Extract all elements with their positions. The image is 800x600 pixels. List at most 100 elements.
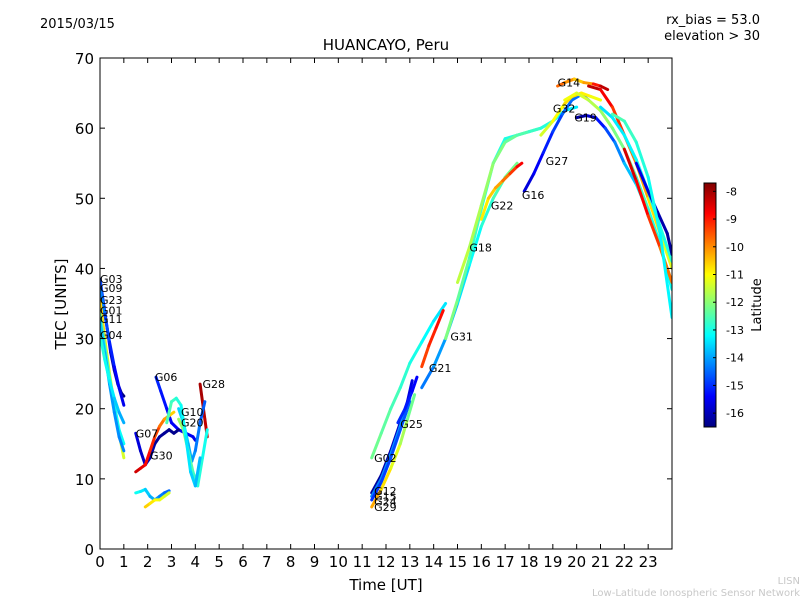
sat-label-g09: G09 (100, 282, 123, 295)
series-segment (112, 410, 121, 439)
series-g21 (420, 309, 445, 369)
series-segment (634, 161, 650, 193)
series-segment (622, 147, 638, 183)
x-tick-label: 14 (424, 553, 443, 571)
colorbar-tick-label: -13 (726, 324, 744, 337)
series-segment (159, 389, 169, 411)
y-tick-label: 30 (75, 331, 94, 349)
series-segment (370, 431, 383, 460)
series-segment (148, 435, 157, 453)
x-tick-label: 0 (95, 553, 105, 571)
series-segment (420, 344, 431, 369)
x-tick-label: 4 (191, 553, 201, 571)
series-segment (196, 456, 204, 488)
sat-label-g27: G27 (546, 155, 569, 168)
series-segment (479, 196, 490, 221)
series-segment (112, 396, 121, 414)
series-segment (658, 231, 672, 320)
series-segment (539, 119, 555, 137)
series-segment (389, 442, 402, 470)
series-g20b (165, 396, 202, 488)
x-tick-label: 21 (591, 553, 610, 571)
series-segment (610, 126, 626, 151)
colorbar-tick-label: -16 (726, 407, 744, 420)
colorbar-gradient (703, 182, 717, 428)
sat-label-g32: G32 (553, 103, 576, 116)
sat-label-g23: G23 (100, 294, 123, 307)
sat-label-g20: G20 (181, 417, 204, 430)
series-segment (184, 435, 193, 474)
series-g25 (396, 375, 419, 425)
series-g04 (100, 333, 126, 425)
x-axis-label: Time [UT] (348, 576, 422, 594)
sat-label-g03: G03 (100, 273, 123, 286)
series-segment (479, 196, 495, 228)
series-segment (370, 473, 383, 495)
series-segment (634, 140, 650, 179)
series-segment (622, 161, 638, 186)
series-segment (193, 456, 202, 488)
series-segment (599, 105, 614, 120)
sat-label-g06: G06 (155, 371, 178, 384)
sat-label-g12: G12 (374, 485, 397, 498)
series-segment (656, 210, 669, 235)
series-segment (100, 333, 107, 362)
sat-label-g21: G21 (429, 362, 452, 375)
watermark-lisn: LISN (777, 576, 800, 587)
y-tick-label: 50 (75, 190, 94, 208)
x-tick-label: 8 (286, 553, 296, 571)
series-segment (658, 224, 672, 263)
sat-label-g02: G02 (374, 452, 397, 465)
sat-label-g28: G28 (202, 378, 225, 391)
series-segment (179, 403, 188, 439)
series-segment (100, 286, 107, 316)
y-tick-label: 10 (75, 471, 94, 489)
series-segment (572, 77, 586, 85)
series-segment (153, 424, 162, 439)
series-segment (389, 428, 402, 460)
series-segment (117, 428, 126, 446)
sat-label-g24: G24 (374, 495, 397, 508)
series-segment (515, 130, 531, 137)
series-g24 (370, 400, 412, 502)
series-segment (427, 326, 438, 348)
series-segment (646, 214, 662, 249)
series-segment (117, 386, 126, 407)
series-c6 (610, 112, 672, 320)
series-segment (134, 431, 143, 453)
series-segment (560, 98, 574, 116)
series-segment (603, 126, 617, 144)
series-segment (665, 231, 672, 256)
sat-label-g30: G30 (150, 450, 173, 463)
sat-label-g04: G04 (100, 329, 123, 342)
colorbar-tick-label: -8 (726, 185, 737, 198)
x-tick-label: 5 (214, 553, 224, 571)
series-layer (100, 77, 672, 509)
x-tick-label: 22 (615, 553, 634, 571)
series-segment (622, 133, 638, 162)
series-segment (148, 442, 157, 460)
series-segment (551, 112, 564, 134)
sat-label-g22: G22 (491, 199, 514, 212)
x-tick-label: 11 (353, 553, 372, 571)
series-segment (444, 298, 459, 341)
series-segment (198, 400, 207, 425)
series-segment (541, 130, 555, 155)
series-g29 (370, 393, 417, 509)
sat-label-g16: G16 (522, 189, 545, 202)
series-segment (193, 421, 202, 453)
series-segment (405, 393, 417, 421)
colorbar-tick-label: -12 (726, 296, 744, 309)
sat-label-g18: G18 (469, 241, 492, 254)
series-segment (112, 365, 121, 390)
series-segment (108, 340, 116, 369)
series-segment (599, 88, 614, 109)
colorbar-tick-label: -11 (726, 269, 744, 282)
series-segment (162, 491, 171, 498)
sat-label-g10: G10 (181, 406, 204, 419)
chart-title: HUANCAYO, Peru (322, 36, 450, 54)
series-segment (170, 421, 181, 432)
x-tick-label: 13 (400, 553, 419, 571)
x-tick-label: 16 (472, 553, 491, 571)
series-segment (532, 151, 545, 176)
